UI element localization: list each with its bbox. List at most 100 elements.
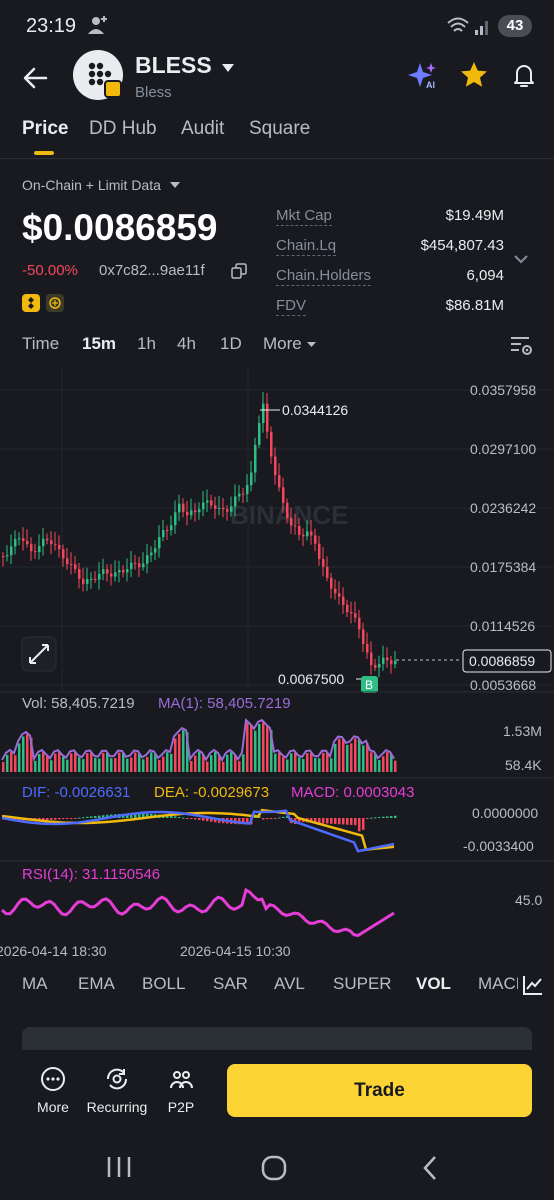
macd-bar — [342, 818, 345, 825]
indicator-ema[interactable]: EMA — [78, 974, 115, 993]
candle-body — [102, 569, 105, 574]
volume-bar — [202, 754, 205, 772]
macd-bar — [66, 818, 69, 819]
interval-more[interactable]: More — [263, 334, 317, 354]
recurring-button[interactable]: Recurring — [86, 1066, 148, 1115]
volume-bar — [26, 734, 29, 772]
candle-body — [294, 525, 297, 527]
back-button[interactable] — [18, 60, 54, 96]
volume-bar — [114, 758, 117, 772]
bell-icon[interactable] — [509, 60, 539, 95]
volume-bar — [10, 752, 13, 772]
candle-body — [266, 403, 269, 432]
candle-body — [250, 472, 253, 486]
macd-bar — [334, 818, 337, 824]
indicator-macd[interactable]: MACD — [478, 974, 518, 993]
stat-label[interactable]: Chain.Holders — [276, 267, 372, 286]
interval-1h[interactable]: 1h — [137, 334, 156, 353]
ai-sparkle-icon[interactable]: AI — [407, 60, 439, 97]
macd-bar — [350, 818, 353, 825]
volume-bar — [126, 758, 129, 772]
macd-bar — [170, 815, 173, 818]
volume-bar — [314, 757, 317, 772]
volume-bar — [298, 757, 301, 772]
volume-bar — [378, 760, 381, 772]
macd-axis-low: -0.0033400 — [463, 838, 534, 854]
indicator-sar[interactable]: SAR — [213, 974, 248, 993]
interval-15m[interactable]: 15m — [82, 334, 117, 353]
macd-bar — [90, 816, 93, 818]
candle-body — [70, 564, 73, 566]
macd-bar — [42, 818, 45, 821]
stat-label[interactable]: FDV — [276, 297, 306, 316]
volume-bar — [282, 756, 285, 772]
macd-bar — [86, 816, 89, 818]
stat-label[interactable]: Chain.Lq — [276, 237, 337, 256]
macd-bar — [214, 818, 217, 823]
recurring-label: Recurring — [86, 1099, 148, 1115]
token-name: Bless — [135, 84, 172, 101]
p2p-button[interactable]: P2P — [164, 1066, 198, 1115]
volume-bar — [150, 752, 153, 772]
expand-stats-button[interactable] — [512, 252, 530, 271]
rsi-label: RSI(14): 31.1150546 — [22, 866, 160, 883]
back-nav-icon[interactable] — [420, 1154, 440, 1182]
volume-bar — [62, 756, 65, 772]
volume-bar — [58, 752, 61, 772]
interval-1d[interactable]: 1D — [220, 334, 242, 353]
macd-bar — [146, 813, 149, 818]
macd-bar — [274, 818, 277, 819]
copy-icon[interactable] — [231, 263, 247, 284]
indicator-ma[interactable]: MA — [22, 974, 48, 993]
price-chart[interactable]: BINANCE 0.0357958 0.0297100 0.0236242 0.017… — [0, 366, 554, 966]
tab-square[interactable]: Square — [249, 118, 311, 139]
volume-bar — [214, 752, 217, 772]
volume-bar — [394, 760, 397, 772]
audit-shield-icon[interactable] — [46, 294, 64, 312]
indicator-boll[interactable]: BOLL — [142, 974, 186, 993]
candle-body — [42, 538, 45, 547]
macd-bar — [310, 818, 313, 823]
token-symbol[interactable]: BLESS — [135, 52, 212, 78]
volume-bar — [122, 752, 125, 772]
buy-marker-label: B — [365, 678, 373, 692]
expand-icon — [29, 644, 49, 664]
candle-body — [354, 613, 357, 618]
candle-body — [178, 503, 181, 513]
indicator-settings-icon[interactable] — [522, 974, 544, 1001]
favorite-star-icon[interactable] — [459, 60, 489, 95]
macd-bar — [266, 818, 269, 820]
caret-down-icon — [307, 342, 317, 347]
more-button[interactable]: More — [34, 1066, 72, 1115]
macd-bar — [206, 818, 209, 822]
candle-body — [6, 555, 9, 557]
volume-bar — [226, 754, 229, 772]
candle-body — [242, 493, 245, 495]
indicator-vol[interactable]: VOL — [416, 974, 451, 993]
caret-down-icon[interactable] — [221, 61, 235, 79]
candle-body — [270, 431, 273, 457]
stat-label[interactable]: Mkt Cap — [276, 207, 332, 226]
data-source-selector[interactable]: On-Chain + Limit Data — [22, 177, 181, 193]
volume-bar — [258, 723, 261, 772]
candle-body — [274, 456, 277, 476]
recent-apps-icon[interactable] — [106, 1156, 132, 1178]
indicator-super[interactable]: SUPER — [333, 974, 392, 993]
candle-body — [142, 563, 145, 568]
indicator-avl[interactable]: AVL — [274, 974, 305, 993]
interval-time[interactable]: Time — [22, 334, 60, 353]
tab-audit[interactable]: Audit — [181, 118, 225, 139]
volume-bar — [134, 752, 137, 772]
chart-settings-icon[interactable] — [508, 334, 534, 363]
tab-dd-hub[interactable]: DD Hub — [89, 118, 157, 139]
contract-address[interactable]: 0x7c82...9ae11f — [99, 262, 205, 279]
macd-bar — [70, 818, 73, 819]
candles — [2, 392, 397, 678]
interval-4h[interactable]: 4h — [177, 334, 196, 353]
trade-button[interactable]: Trade — [227, 1064, 532, 1117]
candle-body — [166, 530, 169, 532]
home-icon[interactable] — [260, 1154, 288, 1182]
high-marker-label: 0.0344126 — [282, 402, 348, 418]
tab-price[interactable]: Price — [22, 118, 69, 139]
bnb-chain-icon[interactable] — [22, 294, 40, 312]
